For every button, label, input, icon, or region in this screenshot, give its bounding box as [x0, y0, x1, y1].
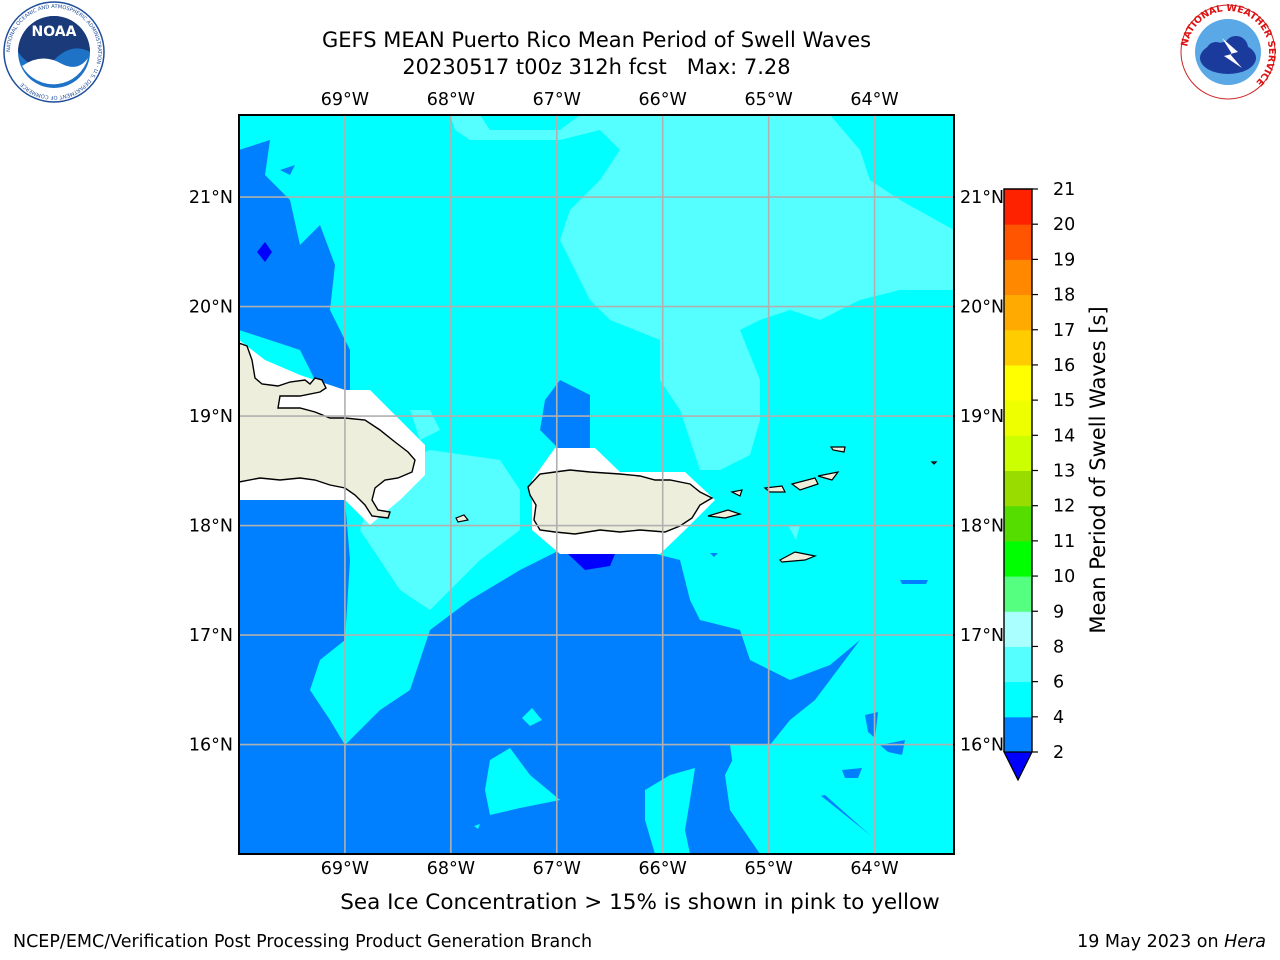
- colorbar-tick-label: 6: [1053, 673, 1064, 693]
- mona-island: [455, 514, 470, 523]
- lat-label-left: 17°N: [189, 626, 233, 646]
- noaa-logo: NOAA NATIONAL OCEANIC AND ATMOSPHERIC AD…: [3, 1, 105, 103]
- lon-label-bottom: 69°W: [321, 859, 369, 879]
- chart-title: GEFS MEAN Puerto Rico Mean Period of Swe…: [321, 28, 872, 52]
- colorbar-tick-label: 2: [1053, 743, 1064, 763]
- colorbar-tick-label: 10: [1053, 567, 1075, 587]
- issue-date: 19 May 2023 on Hera: [1077, 932, 1266, 952]
- colorbar-tick-label: 4: [1053, 708, 1064, 728]
- vieques-island: [707, 509, 743, 519]
- field-under-2s: [257, 242, 615, 570]
- colorbar-tick-label: 17: [1053, 321, 1075, 341]
- lon-label-bottom: 64°W: [850, 859, 898, 879]
- lat-label-left: 16°N: [189, 736, 233, 756]
- lon-label-bottom: 68°W: [427, 859, 475, 879]
- colorbar-segment: [1004, 189, 1032, 225]
- colorbar-tick-label: 8: [1053, 637, 1064, 657]
- lat-label-right: 19°N: [960, 407, 1004, 427]
- colorbar-label: Mean Period of Swell Waves [s]: [1086, 306, 1110, 633]
- lat-label-right: 21°N: [960, 188, 1004, 208]
- colorbar-segment: [1004, 681, 1032, 718]
- lon-label-top: 69°W: [321, 90, 369, 110]
- puerto-rico-land: [527, 469, 714, 535]
- colorbar-segment: [1004, 540, 1032, 577]
- issue-date-text: 19 May 2023 on: [1077, 932, 1225, 952]
- colorbar-tick-label: 9: [1053, 602, 1064, 622]
- colorbar: 2 4 6 8 9 10 11 12 13 14 15 16 17 18 19 20 21: [1003, 180, 1075, 782]
- colorbar-segment: [1004, 716, 1032, 753]
- map-plot-area: [239, 115, 954, 854]
- map-gridlines: [239, 115, 954, 854]
- lon-label-bottom: 66°W: [639, 859, 687, 879]
- lat-label-left: 18°N: [189, 517, 233, 537]
- colorbar-segment: [1004, 646, 1032, 683]
- colorbar-segment: [1004, 224, 1032, 260]
- colorbar-segment: [1004, 611, 1032, 647]
- lon-label-top: 67°W: [533, 90, 581, 110]
- colorbar-tick-label: 11: [1053, 532, 1075, 552]
- lon-label-top: 68°W: [427, 90, 475, 110]
- lat-label-right: 20°N: [960, 298, 1004, 318]
- lon-label-top: 65°W: [744, 90, 792, 110]
- colorbar-segment: [1004, 259, 1032, 296]
- chart-subtitle: 20230517 t00z 312h fcst Max: 7.28: [402, 55, 791, 79]
- sea-ice-note: Sea Ice Concentration > 15% is shown in …: [0, 890, 1280, 915]
- culebra-island: [730, 489, 743, 497]
- colorbar-tick-label: 19: [1053, 250, 1075, 270]
- nws-logo: NATIONAL WEATHER SERVICE: [1179, 3, 1277, 100]
- colorbar-tick-label: 20: [1053, 215, 1075, 235]
- colorbar-tick-label: 16: [1053, 356, 1075, 376]
- colorbar-tick-label: 13: [1053, 462, 1075, 482]
- lon-label-top: 66°W: [639, 90, 687, 110]
- colorbar-segment: [1004, 576, 1032, 612]
- colorbar-tick-label: 18: [1053, 286, 1075, 306]
- colorbar-segment: [1004, 505, 1032, 542]
- colorbar-tick-label: 15: [1053, 391, 1075, 411]
- colorbar-tick-label: 12: [1053, 497, 1075, 517]
- colorbar-segment: [1004, 435, 1032, 471]
- branch-credit: NCEP/EMC/Verification Post Processing Pr…: [13, 932, 593, 952]
- colorbar-segment: [1004, 470, 1032, 507]
- colorbar-segment: [1004, 364, 1032, 401]
- colorbar-segment: [1004, 329, 1032, 366]
- lat-label-left: 19°N: [189, 407, 233, 427]
- map-frame: [238, 114, 955, 855]
- colorbar-segment: [1004, 294, 1032, 331]
- sea-ice-note-text: Sea Ice Concentration > 15% is shown in …: [340, 890, 940, 915]
- lon-label-bottom: 67°W: [533, 859, 581, 879]
- lon-label-top: 64°W: [850, 90, 898, 110]
- lat-label-right: 17°N: [960, 626, 1004, 646]
- lat-label-left: 20°N: [189, 298, 233, 318]
- colorbar-segment: [1004, 400, 1032, 436]
- field-4-6s-south: [474, 640, 870, 854]
- lat-label-right: 16°N: [960, 736, 1004, 756]
- lat-label-left: 21°N: [189, 188, 233, 208]
- hispaniola-land: [239, 342, 416, 519]
- lat-label-right: 18°N: [960, 517, 1004, 537]
- lon-label-bottom: 65°W: [744, 859, 792, 879]
- machine-name: Hera: [1224, 932, 1266, 952]
- colorbar-under-arrow: [1003, 751, 1033, 782]
- noaa-logo-text: NOAA: [32, 24, 77, 40]
- colorbar-tick-label: 21: [1053, 180, 1075, 200]
- colorbar-tick-label: 14: [1053, 426, 1075, 446]
